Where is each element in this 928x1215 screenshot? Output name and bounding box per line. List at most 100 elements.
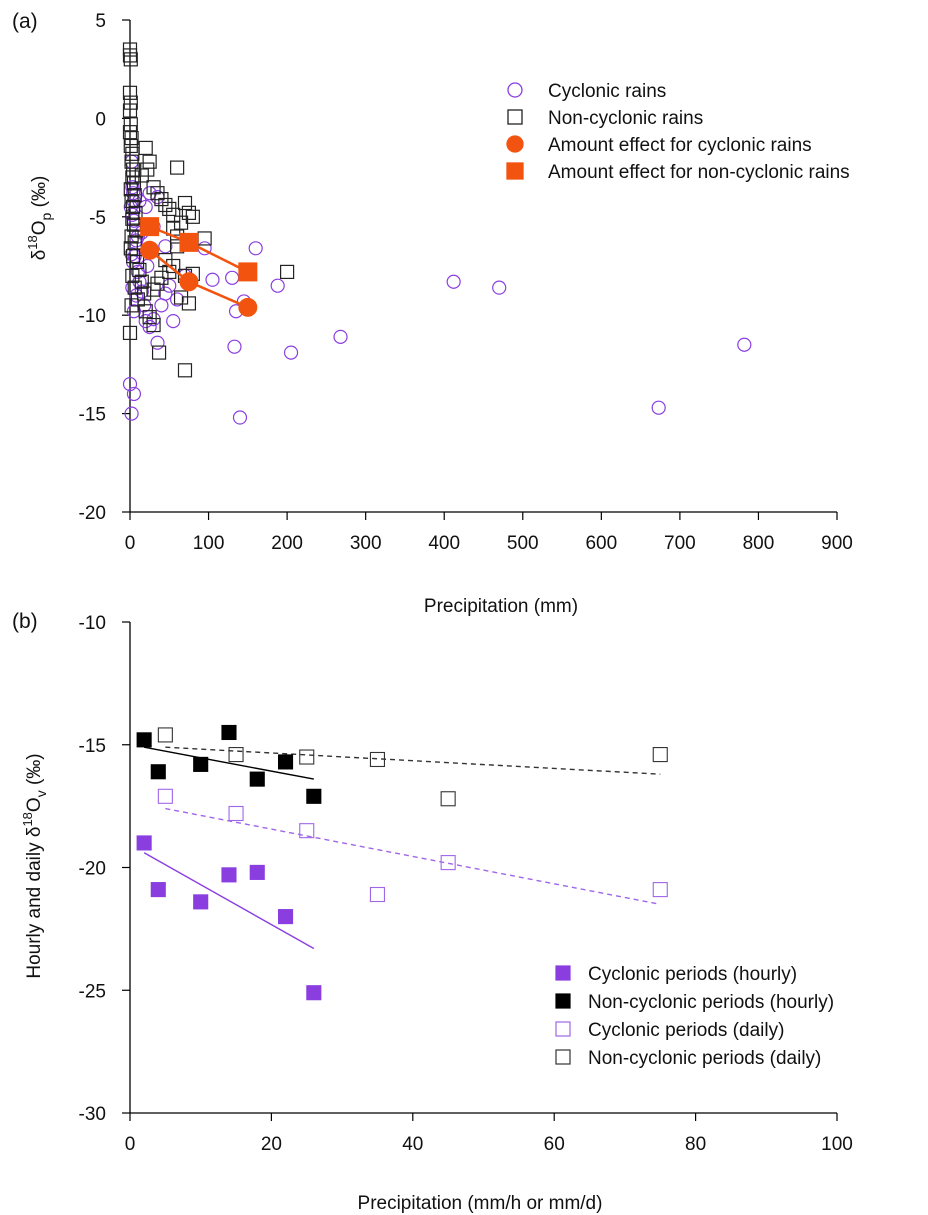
noncyclonic-point xyxy=(122,103,138,118)
legend-marker xyxy=(506,135,524,153)
cyclonic-point xyxy=(126,386,142,402)
amount-noncyclonic-point xyxy=(179,232,199,252)
panel-a-y-sub: p xyxy=(38,212,54,220)
y-tick-label: -10 xyxy=(79,306,106,327)
x-tick-label: 200 xyxy=(271,533,303,554)
noncyclonic-point xyxy=(138,140,153,156)
cyclonic-point xyxy=(283,345,299,360)
panel-b-y-sup: 18 xyxy=(20,812,35,826)
panel-b-points xyxy=(136,724,668,1001)
noncyclonic-point xyxy=(181,296,197,311)
cyclonic-point xyxy=(232,410,248,425)
panel-b-legend: Cyclonic periods (hourly) Non-cyclonic pe… xyxy=(555,964,834,1069)
panel-b-y-ticks: -30 -25 -20 -15 -10 xyxy=(79,613,130,1125)
noncyclonic-point xyxy=(123,241,138,256)
noncyclonic-point xyxy=(166,258,181,274)
x-tick-label: 40 xyxy=(402,1134,423,1155)
panel-b-y-suffix: (‰) xyxy=(24,753,45,790)
hourly-point xyxy=(193,756,209,772)
panel-b-y-sub: v xyxy=(33,790,49,797)
panel-b-x-axis-title: Precipitation (mm/h or mm/d) xyxy=(358,1193,603,1214)
noncyclonic-point xyxy=(134,168,149,183)
cyclonic-point xyxy=(205,272,220,287)
panel-a-label: (a) xyxy=(12,10,38,33)
x-tick-label: 700 xyxy=(664,533,696,554)
y-tick-label: 5 xyxy=(95,11,106,32)
daily-point xyxy=(157,727,173,743)
cyclonic-point xyxy=(125,180,140,195)
panel-a-y-suffix: (‰) xyxy=(29,176,50,213)
noncyclonic-point xyxy=(123,95,138,110)
panel-b-fit-lines xyxy=(143,746,661,950)
noncyclonic-point xyxy=(177,195,193,211)
panel-a-legend: Cyclonic rains Non-cyclonic rains Amount e… xyxy=(506,81,850,183)
cyclonic-point xyxy=(170,292,185,307)
daily-point xyxy=(157,788,173,804)
daily-point xyxy=(299,823,315,839)
cyclonic-point xyxy=(150,335,165,350)
hourly-point xyxy=(277,754,294,770)
cyclonic-point xyxy=(122,376,138,392)
noncyclonic-point xyxy=(122,85,138,100)
legend-label: Amount effect for cyclonic rains xyxy=(548,135,812,156)
noncyclonic-point xyxy=(158,197,173,213)
hourly-point xyxy=(221,724,237,741)
cyclonic-point xyxy=(158,239,173,254)
panel-a: (a) -20-15-10-505 0 100 200 300 400 500 600 700… xyxy=(12,10,853,617)
panel-b-x-ticks: 0 20 40 60 80 100 xyxy=(125,1113,853,1155)
amount-noncyclonic-point xyxy=(238,262,258,282)
fit-line xyxy=(165,807,661,906)
x-tick-label: 100 xyxy=(821,1134,853,1155)
cyclonic-point xyxy=(737,337,752,352)
noncyclonic-point xyxy=(146,282,161,297)
x-tick-label: 0 xyxy=(125,533,136,554)
noncyclonic-point xyxy=(123,117,138,132)
panel-b: (b) -30 -25 -20 -15 -10 0 20 40 60 80 100 Precipi… xyxy=(12,610,853,1214)
noncyclonic-point xyxy=(185,209,200,224)
daily-point xyxy=(299,749,315,765)
legend-label: Non-cyclonic periods (daily) xyxy=(588,1048,821,1069)
hourly-point xyxy=(193,894,209,910)
noncyclonic-point xyxy=(170,160,185,175)
panel-a-amount-points xyxy=(140,217,258,317)
daily-point xyxy=(228,747,244,763)
noncyclonic-point xyxy=(129,254,145,270)
legend-label: Cyclonic periods (daily) xyxy=(588,1020,784,1041)
amount-cyclonic-point xyxy=(140,240,160,260)
panel-b-y-prefix: Hourly and daily δ xyxy=(24,827,45,979)
panel-a-x-ticks: 0 100 200 300 400 500 600 700 800 900 xyxy=(125,512,853,554)
noncyclonic-point xyxy=(123,138,138,154)
noncyclonic-point xyxy=(142,154,157,169)
cyclonic-point xyxy=(651,400,666,415)
hourly-point xyxy=(306,985,322,1001)
legend-marker xyxy=(507,82,523,98)
y-tick-label: -5 xyxy=(89,208,106,229)
hourly-point xyxy=(150,764,166,780)
panel-b-label: (b) xyxy=(12,610,38,633)
noncyclonic-point xyxy=(146,317,161,333)
amount-cyclonic-point xyxy=(179,272,199,292)
legend-label: Non-cyclonic rains xyxy=(548,108,703,129)
cyclonic-point xyxy=(446,274,461,289)
hourly-point xyxy=(136,732,152,748)
cyclonic-point xyxy=(129,288,144,303)
legend-label: Non-cyclonic periods (hourly) xyxy=(588,992,834,1013)
daily-point xyxy=(440,855,456,871)
legend-marker xyxy=(555,1021,571,1037)
panel-b-y-main: O xyxy=(24,797,45,812)
cyclonic-point xyxy=(270,278,285,293)
y-tick-label: -30 xyxy=(79,1104,106,1125)
x-tick-label: 100 xyxy=(193,533,225,554)
noncyclonic-point xyxy=(280,264,295,280)
x-tick-label: 300 xyxy=(350,533,382,554)
noncyclonic-point xyxy=(177,363,193,378)
panel-a-y-main: O xyxy=(29,220,50,235)
cyclonic-point xyxy=(225,270,240,285)
cyclonic-point xyxy=(333,329,348,344)
panel-a-x-axis-title: Precipitation (mm) xyxy=(424,596,578,617)
panel-a-y-ticks: -20 -15 -10 -5 0 5 xyxy=(79,11,130,524)
cyclonic-point xyxy=(124,406,139,421)
panel-a-y-axis-title: δ18Op (‰) xyxy=(25,176,54,261)
noncyclonic-point xyxy=(151,345,167,360)
y-tick-label: -15 xyxy=(79,405,106,426)
